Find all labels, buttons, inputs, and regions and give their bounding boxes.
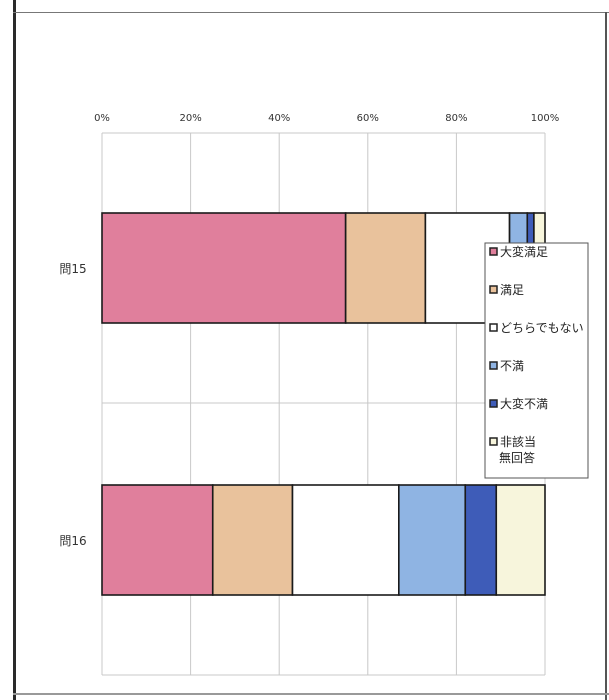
legend-label: 大変不満 bbox=[500, 396, 548, 411]
bar-segment bbox=[344, 212, 427, 324]
bar-segment bbox=[291, 484, 400, 596]
legend-swatch bbox=[489, 247, 498, 256]
legend-swatch bbox=[489, 361, 498, 370]
legend-swatch bbox=[489, 323, 498, 332]
x-tick-label: 80% bbox=[445, 113, 467, 124]
x-tick-labels: 0% 20% 40% 60% 80% 100% bbox=[94, 113, 559, 124]
frame-left-border bbox=[13, 0, 16, 700]
bars-layer bbox=[101, 212, 546, 596]
frame-top-border bbox=[13, 12, 609, 13]
x-tick-label: 20% bbox=[179, 113, 201, 124]
bar-segment bbox=[101, 212, 347, 324]
frame-bottom-border bbox=[13, 693, 609, 695]
x-tick-label: 100% bbox=[531, 113, 560, 124]
category-label: 問15 bbox=[59, 262, 86, 276]
bar-segment bbox=[398, 484, 467, 596]
legend-swatch bbox=[489, 399, 498, 408]
category-labels: 問15 問16 bbox=[59, 262, 86, 548]
legend-label: 非該当無回答 bbox=[499, 434, 536, 465]
bar-segment bbox=[464, 484, 498, 596]
bar-segment bbox=[101, 484, 214, 596]
legend-label: 不満 bbox=[500, 359, 524, 373]
legend-label: 大変満足 bbox=[500, 244, 548, 259]
x-tick-label: 0% bbox=[94, 113, 110, 124]
legend-swatch bbox=[489, 285, 498, 294]
category-label: 問16 bbox=[59, 534, 86, 548]
legend-swatch bbox=[489, 437, 498, 446]
bar-segment bbox=[211, 484, 294, 596]
legend-label: どちらでもない bbox=[500, 321, 584, 335]
x-tick-label: 40% bbox=[268, 113, 290, 124]
frame-right-border bbox=[605, 12, 607, 700]
x-tick-label: 60% bbox=[357, 113, 379, 124]
legend-label: 満足 bbox=[500, 283, 524, 297]
legend-box bbox=[484, 242, 589, 479]
bar-segment bbox=[495, 484, 546, 596]
